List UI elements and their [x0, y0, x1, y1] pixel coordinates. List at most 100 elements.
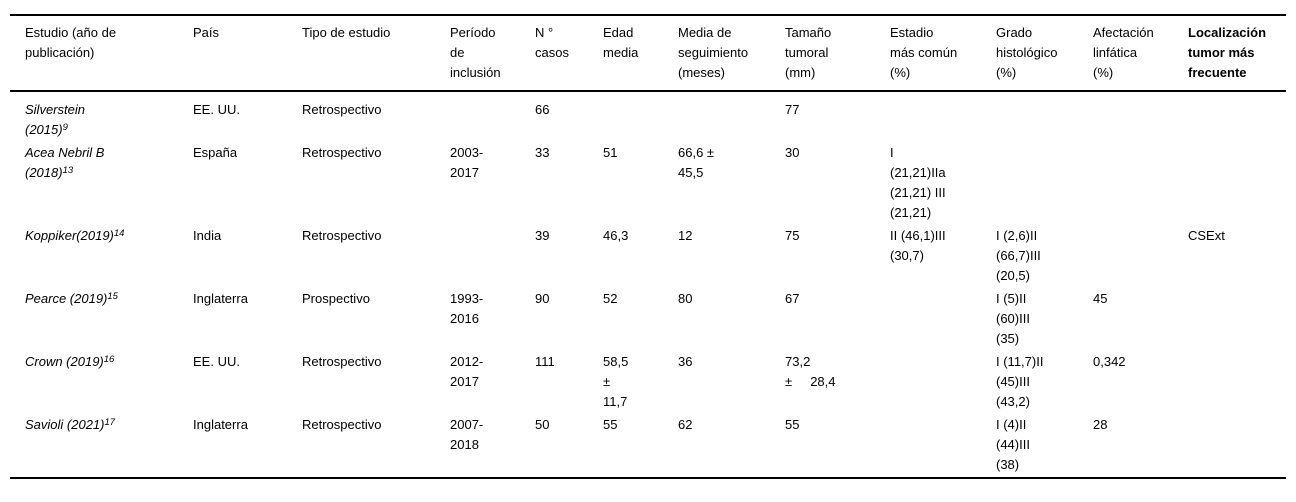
table-row: Silverstein (2015)9 EE. UU. Retrospectiv…: [10, 91, 1286, 142]
cell-localizacion: [1188, 91, 1286, 142]
col-header-tamano-tumoral: Tamaño tumoral (mm): [785, 15, 890, 92]
col-header-edad-media: Edad media: [603, 15, 678, 92]
cell-tipo-estudio: Retrospectivo: [302, 145, 382, 160]
study-reference-number: 13: [62, 165, 74, 176]
cell-edad-media: [603, 91, 678, 142]
cell-afectacion: [1093, 142, 1188, 225]
studies-comparison-table: Estudio (año de publicación) País Tipo d…: [10, 14, 1286, 479]
cell-grado: I (11,7)II (45)III (43,2): [996, 354, 1044, 409]
study-name: Koppiker(2019): [25, 228, 114, 243]
cell-estadio: [890, 91, 996, 142]
cell-study: Crown (2019)16: [10, 351, 193, 414]
cell-periodo: 2007- 2018: [450, 417, 484, 452]
col-header-localizacion-tumor: Localización tumor más frecuente: [1188, 15, 1286, 92]
col-header-periodo-inclusion: Período de inclusión: [450, 15, 535, 92]
cell-seguimiento: 36: [678, 354, 693, 369]
cell-edad-media: 58,5 ± 11,7: [603, 354, 629, 409]
study-name: Savioli (2021): [25, 417, 105, 432]
cell-tipo-estudio: Retrospectivo: [302, 417, 382, 432]
study-reference-number: 14: [113, 228, 125, 239]
study-name: Acea Nebril B (2018): [25, 145, 105, 180]
cell-study: Koppiker(2019)14: [10, 225, 193, 288]
cell-pais: India: [193, 228, 222, 243]
study-name: Silverstein (2015): [25, 102, 85, 137]
cell-localizacion: [1188, 288, 1286, 351]
cell-seguimiento: 80: [678, 291, 693, 306]
cell-grado: [996, 91, 1093, 142]
cell-afectacion: 28: [1093, 417, 1108, 432]
col-header-estudio: Estudio (año de publicación): [10, 15, 193, 92]
cell-afectacion: [1093, 91, 1188, 142]
cell-estadio: [890, 351, 996, 414]
cell-tamano-tumoral: 77: [785, 102, 800, 117]
cell-seguimiento: 62: [678, 417, 693, 432]
cell-grado: I (2,6)II (66,7)III (20,5): [996, 228, 1041, 283]
study-reference-number: 9: [62, 122, 68, 133]
cell-n-casos: 33: [535, 145, 550, 160]
cell-localizacion: CSExt: [1188, 228, 1225, 243]
cell-afectacion: 45: [1093, 291, 1108, 306]
cell-tamano-tumoral: 73,2 ± 28,4: [785, 354, 836, 389]
table-row: Koppiker(2019)14 India Retrospectivo 39 …: [10, 225, 1286, 288]
header-row: Estudio (año de publicación) País Tipo d…: [10, 15, 1286, 92]
col-header-afectacion-linfatica: Afectación linfática (%): [1093, 15, 1188, 92]
cell-tamano-tumoral: 75: [785, 228, 800, 243]
cell-tipo-estudio: Prospectivo: [302, 291, 370, 306]
cell-afectacion: 0,342: [1093, 354, 1126, 369]
cell-estadio: II (46,1)III (30,7): [890, 228, 946, 263]
cell-grado: I (5)II (60)III (35): [996, 291, 1030, 346]
cell-localizacion: [1188, 142, 1286, 225]
cell-n-casos: 90: [535, 291, 550, 306]
cell-estadio: I (21,21)IIa (21,21) III (21,21): [890, 145, 946, 220]
cell-seguimiento: [678, 91, 785, 142]
cell-tipo-estudio: Retrospectivo: [302, 102, 382, 117]
cell-edad-media: 51: [603, 145, 618, 160]
cell-edad-media: 46,3: [603, 228, 629, 243]
cell-seguimiento: 66,6 ± 45,5: [678, 145, 715, 180]
cell-study: Pearce (2019)15: [10, 288, 193, 351]
col-header-tipo-estudio: Tipo de estudio: [302, 15, 450, 92]
cell-n-casos: 50: [535, 417, 550, 432]
cell-estadio: [890, 414, 996, 478]
study-reference-number: 16: [103, 354, 115, 365]
cell-periodo: [450, 91, 535, 142]
cell-pais: Inglaterra: [193, 417, 248, 432]
col-header-n-casos: N ° casos: [535, 15, 603, 92]
cell-n-casos: 39: [535, 228, 550, 243]
cell-periodo: 2012- 2017: [450, 354, 484, 389]
cell-localizacion: [1188, 351, 1286, 414]
col-header-grado-histologico: Grado histológico (%): [996, 15, 1093, 92]
cell-study: Silverstein (2015)9: [10, 91, 193, 142]
cell-n-casos: 66: [535, 102, 550, 117]
study-reference-number: 15: [107, 291, 118, 302]
study-name: Crown (2019): [25, 354, 104, 369]
cell-pais: España: [193, 145, 238, 160]
cell-grado: I (4)II (44)III (38): [996, 417, 1030, 472]
cell-pais: EE. UU.: [193, 354, 240, 369]
table-header: Estudio (año de publicación) País Tipo d…: [10, 15, 1286, 92]
cell-n-casos: 111: [535, 354, 555, 369]
cell-grado: [996, 142, 1093, 225]
cell-study: Acea Nebril B (2018)13: [10, 142, 193, 225]
cell-estadio: [890, 288, 996, 351]
col-header-pais: País: [193, 15, 302, 92]
cell-tipo-estudio: Retrospectivo: [302, 228, 382, 243]
table-row: Acea Nebril B (2018)13 España Retrospect…: [10, 142, 1286, 225]
cell-tamano-tumoral: 67: [785, 291, 800, 306]
cell-periodo: [450, 225, 535, 288]
cell-localizacion: [1188, 414, 1286, 478]
study-name: Pearce (2019): [25, 291, 108, 306]
table-body: Silverstein (2015)9 EE. UU. Retrospectiv…: [10, 91, 1286, 478]
cell-edad-media: 55: [603, 417, 618, 432]
studies-table-container: Estudio (año de publicación) País Tipo d…: [10, 14, 1286, 479]
table-row: Crown (2019)16 EE. UU. Retrospectivo 201…: [10, 351, 1286, 414]
cell-periodo: 2003- 2017: [450, 145, 484, 180]
col-header-media-seguimiento: Media de seguimiento (meses): [678, 15, 785, 92]
cell-pais: EE. UU.: [193, 102, 240, 117]
cell-tipo-estudio: Retrospectivo: [302, 354, 382, 369]
cell-tamano-tumoral: 55: [785, 417, 800, 432]
cell-periodo: 1993- 2016: [450, 291, 484, 326]
study-reference-number: 17: [104, 417, 116, 428]
cell-afectacion: [1093, 225, 1188, 288]
cell-study: Savioli (2021)17: [10, 414, 193, 478]
